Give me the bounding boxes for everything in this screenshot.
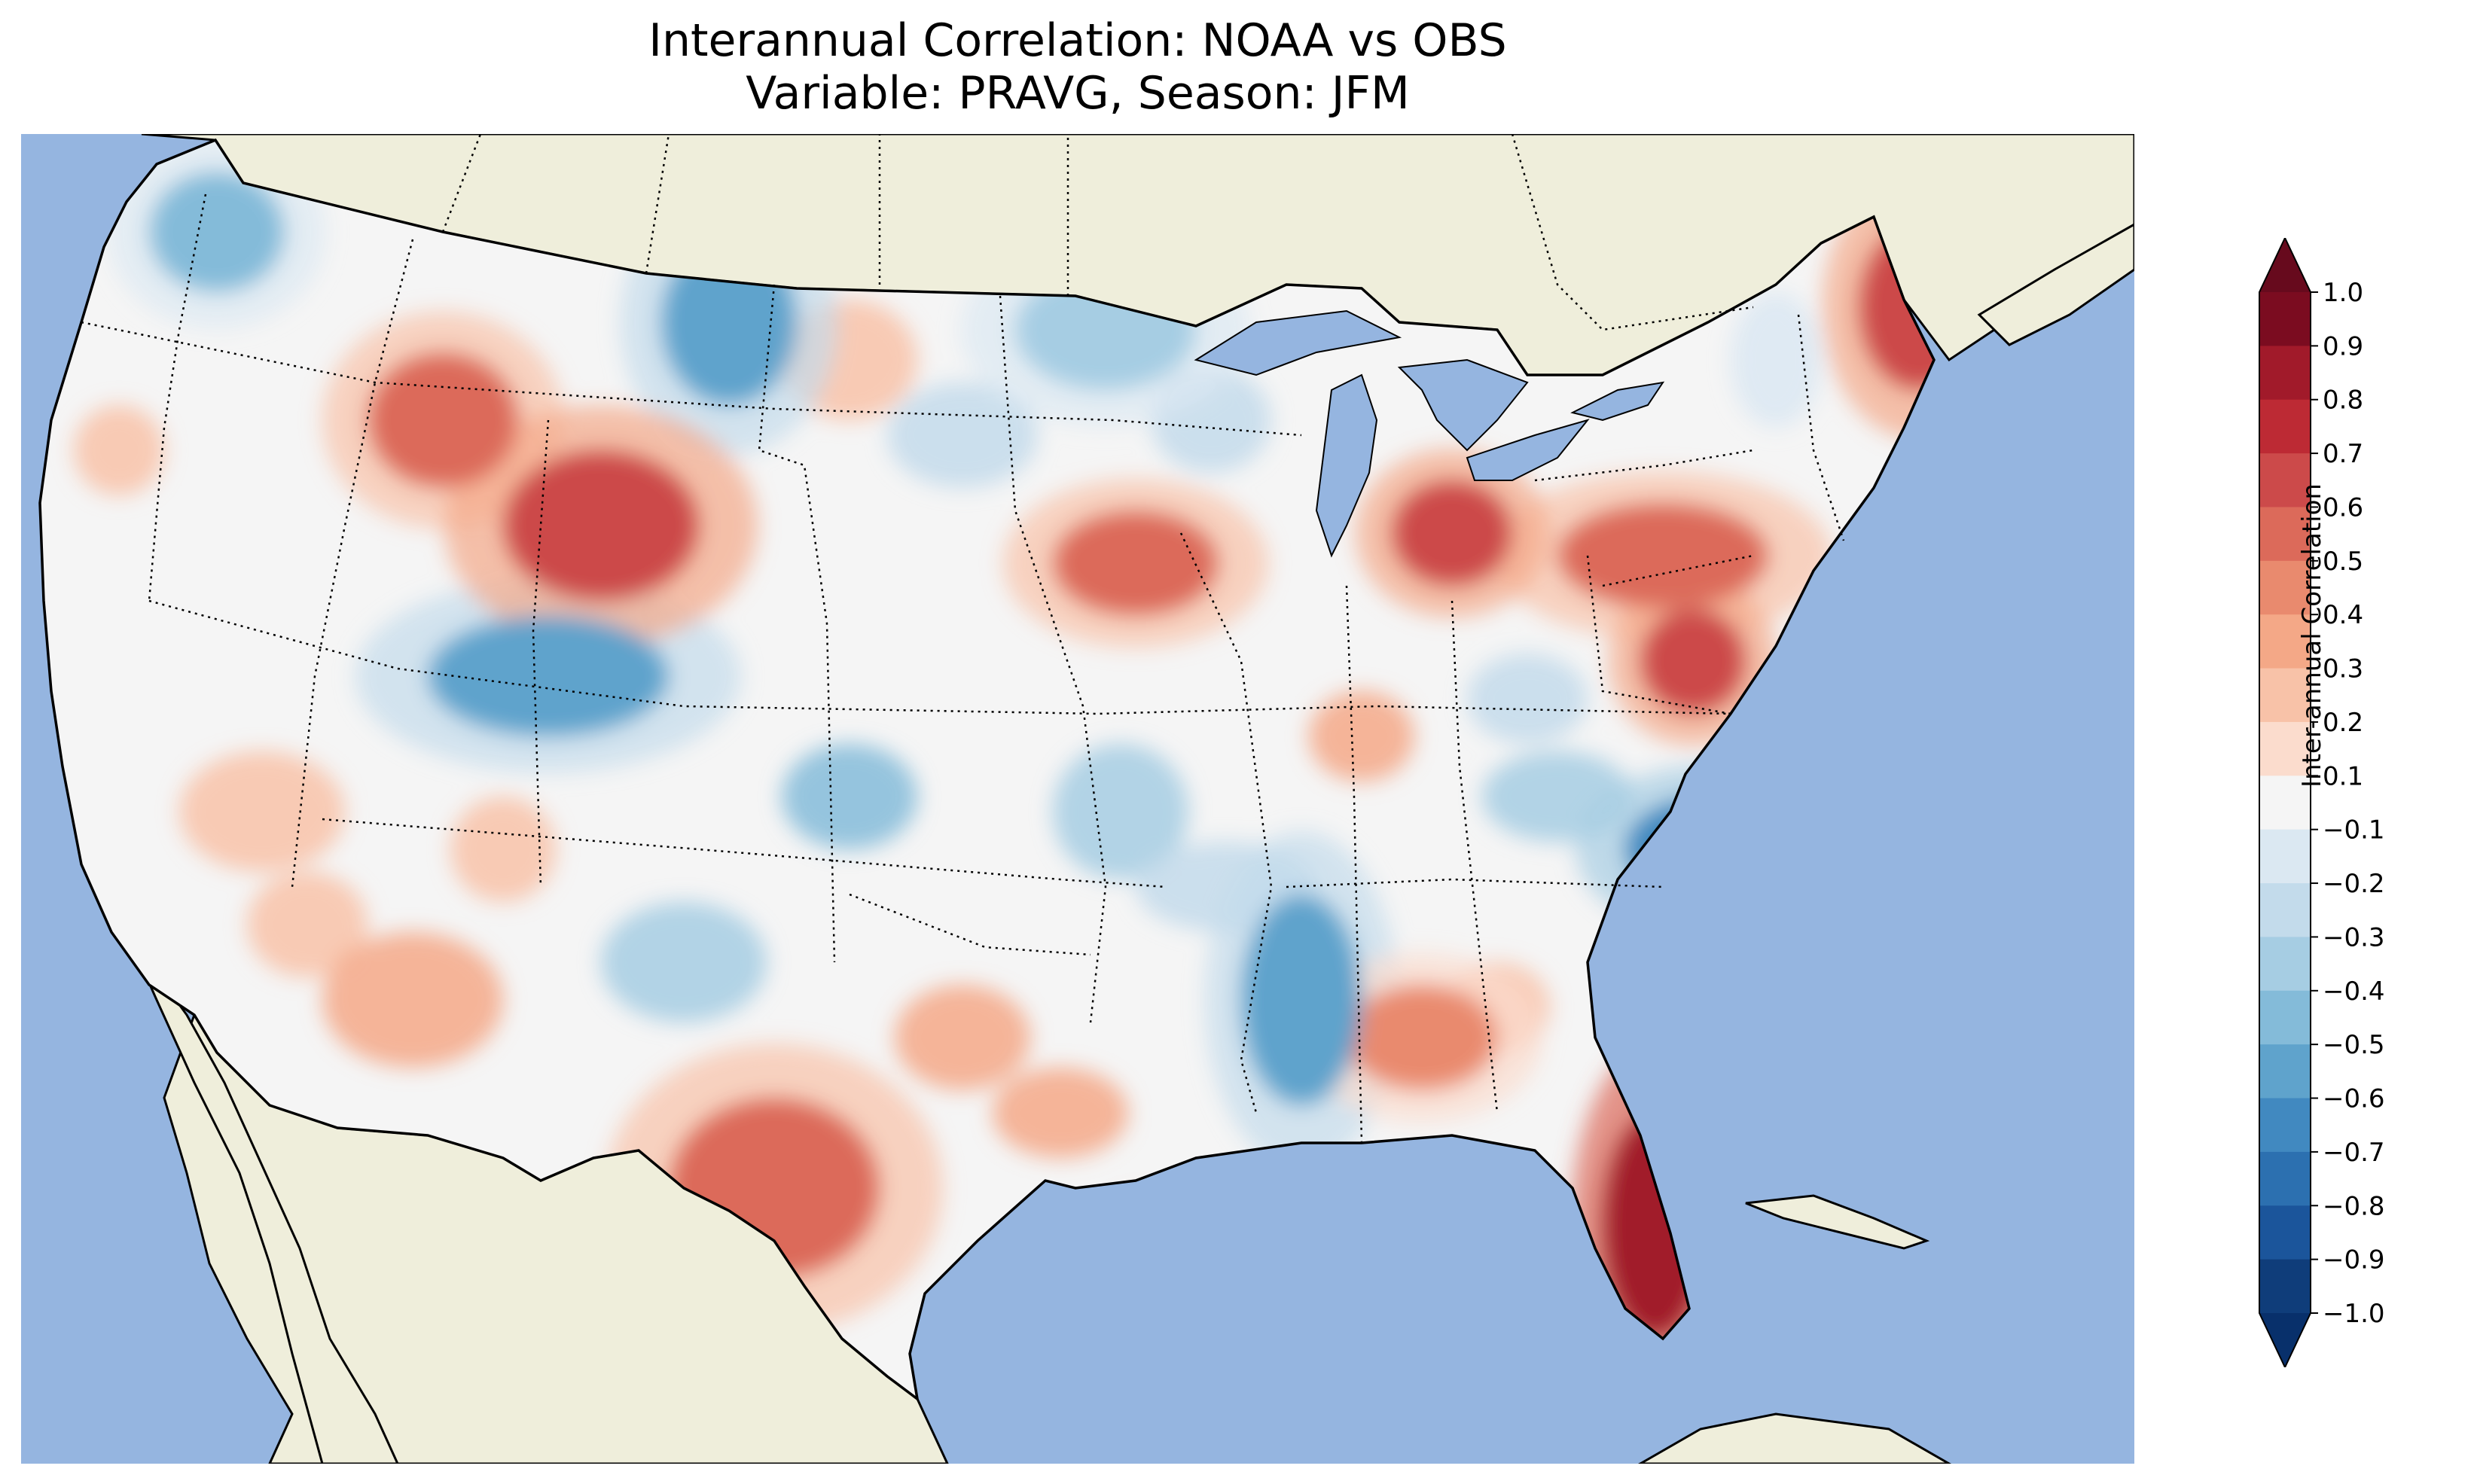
- correlation-texture: [450, 797, 556, 902]
- colorbar-tick-label: 0.7: [2323, 439, 2363, 469]
- colorbar-band: [2259, 292, 2311, 346]
- correlation-region: [1557, 503, 1768, 608]
- colorbar-band: [2259, 453, 2311, 507]
- correlation-texture: [1309, 691, 1414, 782]
- correlation-texture: [322, 932, 503, 1068]
- baja-california-land: [125, 931, 399, 1464]
- colorbar-band: [2259, 507, 2311, 562]
- colorbar-band: [2259, 721, 2311, 776]
- colorbar-tick-label: 1.0: [2323, 278, 2363, 308]
- great-lakes: [1194, 309, 1665, 558]
- colorbar-extend-bottom: [2259, 1313, 2311, 1367]
- colorbar-label: Inter-annual Correlation: [2297, 483, 2328, 788]
- correlation-texture: [1053, 744, 1188, 879]
- colorbar-band: [2259, 1205, 2311, 1260]
- colorbar-tick-label: 0.6: [2323, 492, 2363, 523]
- colorbar-band: [2259, 1098, 2311, 1153]
- colorbar-tick-label: 0.3: [2323, 654, 2363, 684]
- correlation-region: [149, 172, 285, 292]
- colorbar-band: [2259, 1044, 2311, 1099]
- colorbar-tick-label: 0.5: [2323, 547, 2363, 577]
- correlation-region: [428, 616, 669, 736]
- colorbar-tick-label: 0.9: [2323, 331, 2363, 361]
- correlation-texture: [887, 382, 1038, 488]
- colorbar-band: [2259, 776, 2311, 830]
- colorbar-tick-label: −0.3: [2323, 922, 2385, 952]
- cuba-land: [1745, 1194, 1930, 1250]
- colorbar-tick-label: −0.1: [2323, 815, 2385, 846]
- correlation-region: [1053, 510, 1219, 616]
- colorbar-band: [2259, 1259, 2311, 1314]
- colorbar-tick-label: −0.6: [2323, 1084, 2385, 1114]
- colorbar-band: [2259, 560, 2311, 615]
- chart-subtitle: Variable: PRAVG, Season: JFM: [746, 67, 1410, 120]
- colorbar-band: [2259, 668, 2311, 723]
- colorbar-tick-label: −1.0: [2323, 1299, 2385, 1329]
- colorbar-band: [2259, 883, 2311, 937]
- colorbar-band: [2259, 937, 2311, 992]
- colorbar-tick-label: 0.2: [2323, 708, 2363, 738]
- colorbar-band: [2259, 1151, 2311, 1206]
- colorbar-tick-label: 0.8: [2323, 385, 2363, 416]
- colorbar-band: [2259, 829, 2311, 884]
- correlation-region: [1640, 608, 1746, 714]
- correlation-texture: [601, 902, 767, 1022]
- colorbar-tick-label: −0.9: [2323, 1245, 2385, 1275]
- colorbar: 1.0 0.9 0.8 0.7 0.6 0.5 0.4 0.3 0.2 0.1 −0.1 −0.2 −0…: [2259, 238, 2385, 1367]
- yucatan-land: [1637, 1412, 1952, 1464]
- correlation-region: [1241, 894, 1362, 1105]
- chart-title: Interannual Correlation: NOAA vs OBS: [648, 14, 1507, 67]
- nova-scotia-land: [1977, 223, 2134, 346]
- correlation-texture: [895, 985, 1030, 1090]
- colorbar-band: [2259, 346, 2311, 401]
- correlation-texture: [1731, 292, 1821, 428]
- correlation-map: [21, 134, 2134, 1464]
- province-borders: [441, 134, 1754, 331]
- colorbar-tick-label: 0.4: [2323, 600, 2363, 630]
- correlation-region: [1347, 985, 1497, 1090]
- state-borders: [81, 193, 1845, 1144]
- colorbar-band: [2259, 990, 2311, 1045]
- correlation-region: [1392, 480, 1512, 586]
- colorbar-tick-label: 0.1: [2323, 761, 2363, 791]
- correlation-region: [368, 352, 518, 488]
- correlation-texture: [247, 872, 368, 977]
- correlation-texture: [782, 744, 917, 849]
- correlation-texture: [1467, 654, 1588, 744]
- colorbar-tick-label: −0.8: [2323, 1191, 2385, 1221]
- colorbar-extend-top: [2259, 238, 2311, 292]
- correlation-texture: [179, 751, 345, 872]
- colorbar-tick-label: −0.2: [2323, 869, 2385, 899]
- colorbar-tick-label: −0.5: [2323, 1030, 2385, 1060]
- colorbar-band: [2259, 399, 2311, 454]
- colorbar-tick-label: −0.7: [2323, 1138, 2385, 1168]
- colorbar-band: [2259, 614, 2311, 669]
- correlation-texture: [74, 405, 164, 495]
- correlation-texture: [993, 1068, 1128, 1158]
- colorbar-tick-label: −0.4: [2323, 977, 2385, 1007]
- correlation-region: [503, 450, 699, 601]
